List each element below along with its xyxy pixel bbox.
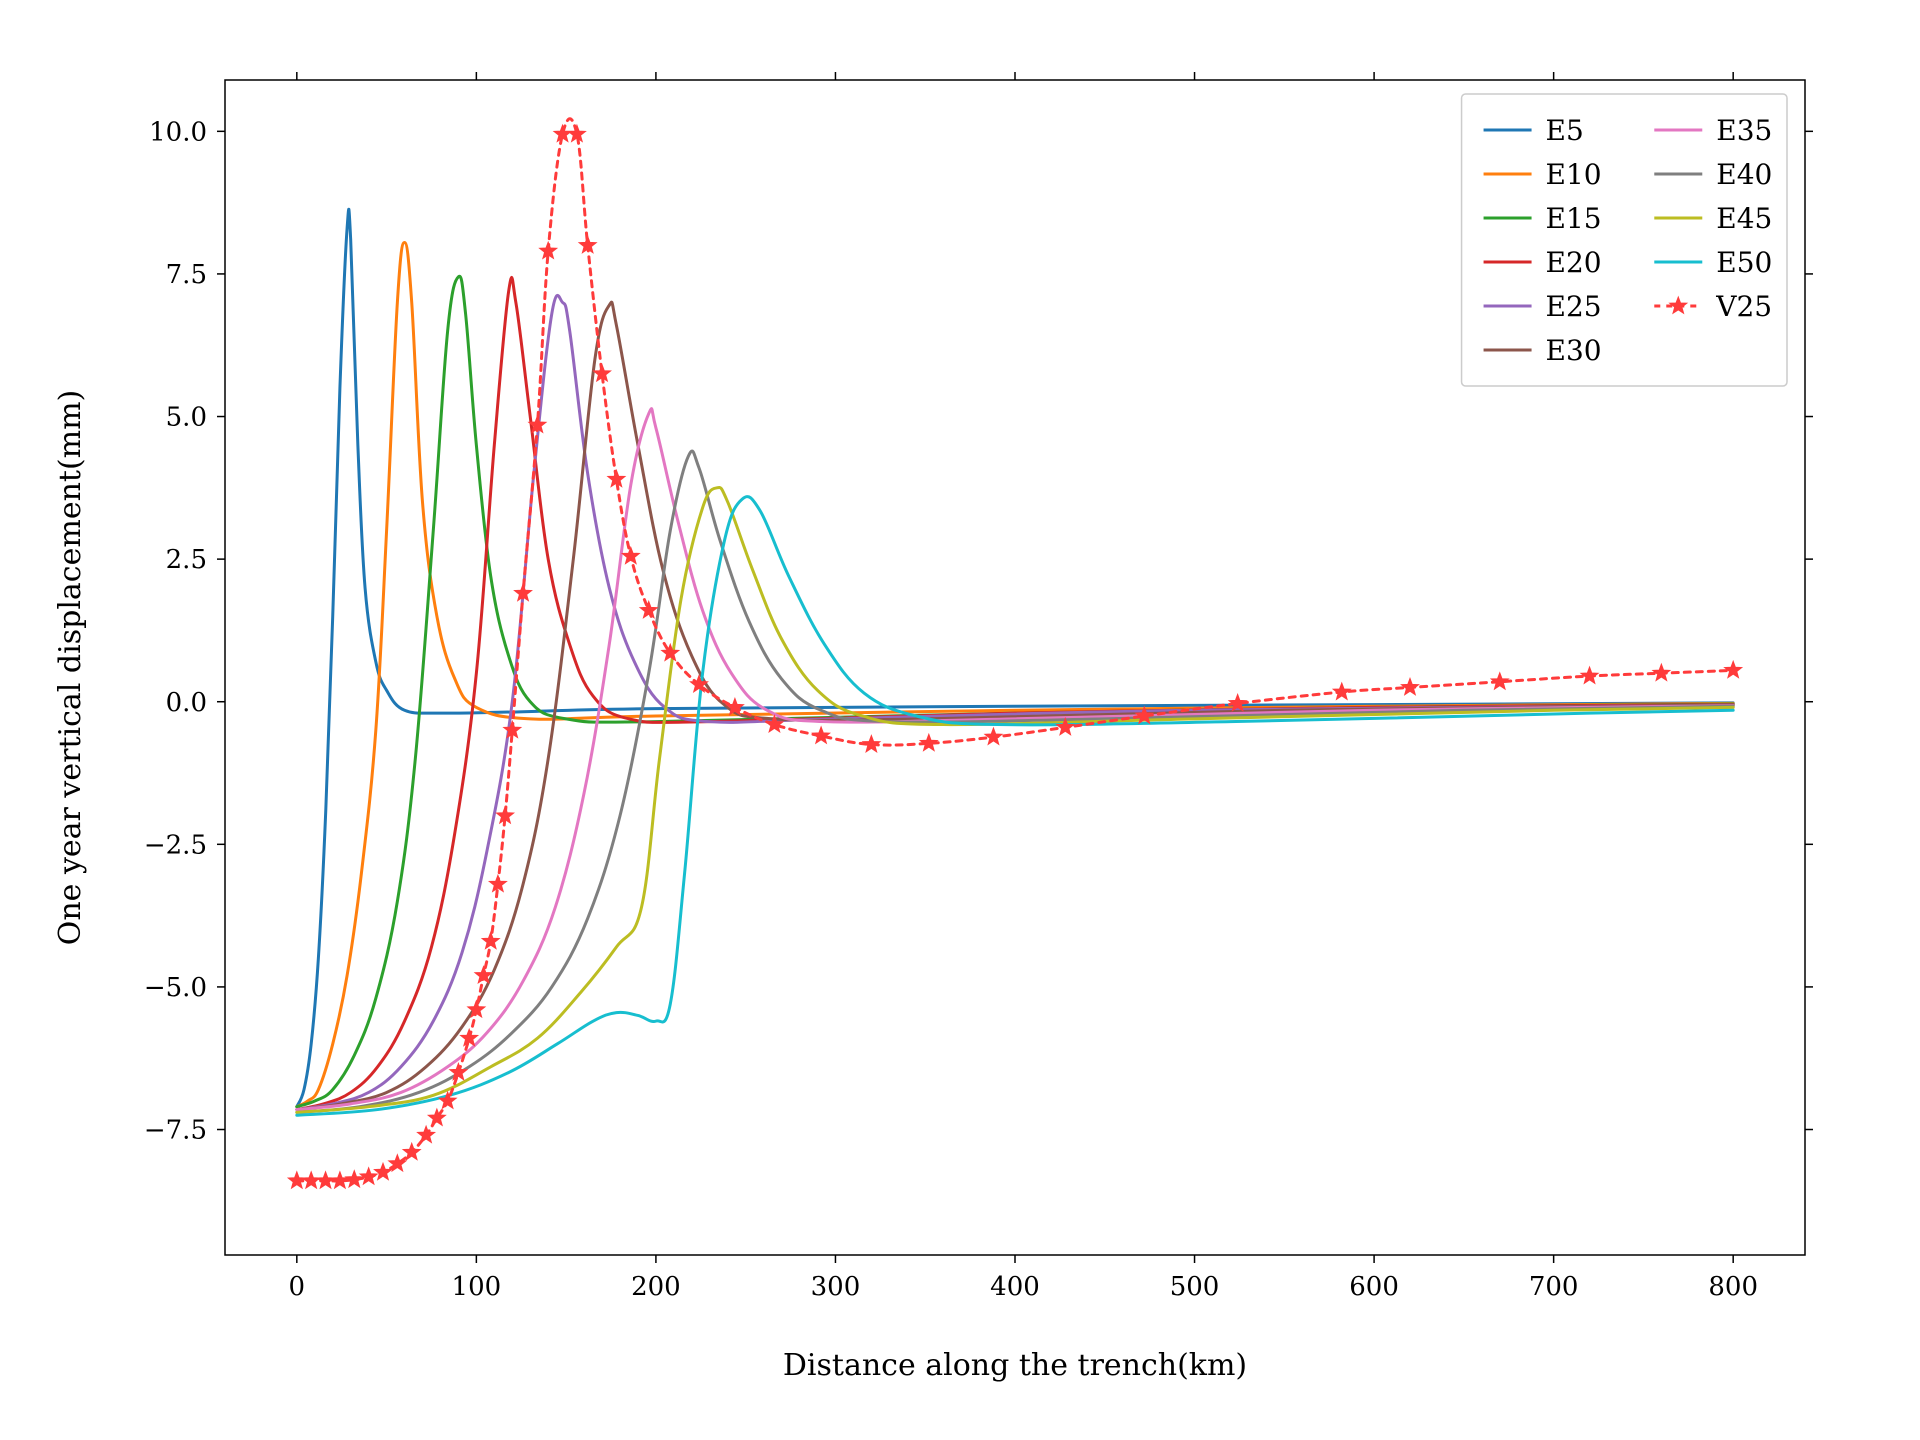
y-tick-label: −5.0: [144, 973, 207, 1003]
y-tick-label: 5.0: [166, 403, 207, 433]
legend-label: E30: [1546, 334, 1602, 367]
x-tick-label: 500: [1170, 1272, 1220, 1302]
legend-label: E45: [1716, 202, 1772, 235]
legend-label: E25: [1546, 290, 1602, 323]
legend-label: E35: [1716, 114, 1772, 147]
y-tick-label: −7.5: [144, 1116, 207, 1146]
y-tick-label: −2.5: [144, 830, 207, 860]
legend-label: E5: [1546, 114, 1584, 147]
x-axis-label: Distance along the trench(km): [783, 1348, 1247, 1383]
legend-label: E50: [1716, 246, 1772, 279]
x-tick-label: 600: [1349, 1272, 1399, 1302]
y-tick-label: 0.0: [166, 688, 207, 718]
x-tick-label: 800: [1708, 1272, 1758, 1302]
x-tick-label: 300: [811, 1272, 861, 1302]
x-tick-label: 700: [1529, 1272, 1579, 1302]
legend: E5 E10 E15 E20 E25 E30 E35 E40 E45 E50 V25: [1462, 94, 1787, 386]
legend-label: V25: [1715, 290, 1772, 323]
x-tick-label: 100: [452, 1272, 502, 1302]
y-tick-label: 10.0: [149, 117, 207, 147]
x-tick-label: 400: [990, 1272, 1040, 1302]
y-axis-label: One year vertical displacement(mm): [53, 390, 88, 946]
legend-label: E10: [1546, 158, 1602, 191]
x-tick-label: 0: [289, 1272, 306, 1302]
legend-label: E20: [1546, 246, 1602, 279]
x-tick-label: 200: [631, 1272, 681, 1302]
legend-label: E15: [1546, 202, 1602, 235]
y-tick-label: 2.5: [166, 545, 207, 575]
y-tick-label: 7.5: [166, 260, 207, 290]
legend-label: E40: [1716, 158, 1772, 191]
displacement-chart: 0 100 200 300 400 500 600 700 800 −7.5 −5.0 −2.5 0.0…: [0, 0, 1920, 1440]
